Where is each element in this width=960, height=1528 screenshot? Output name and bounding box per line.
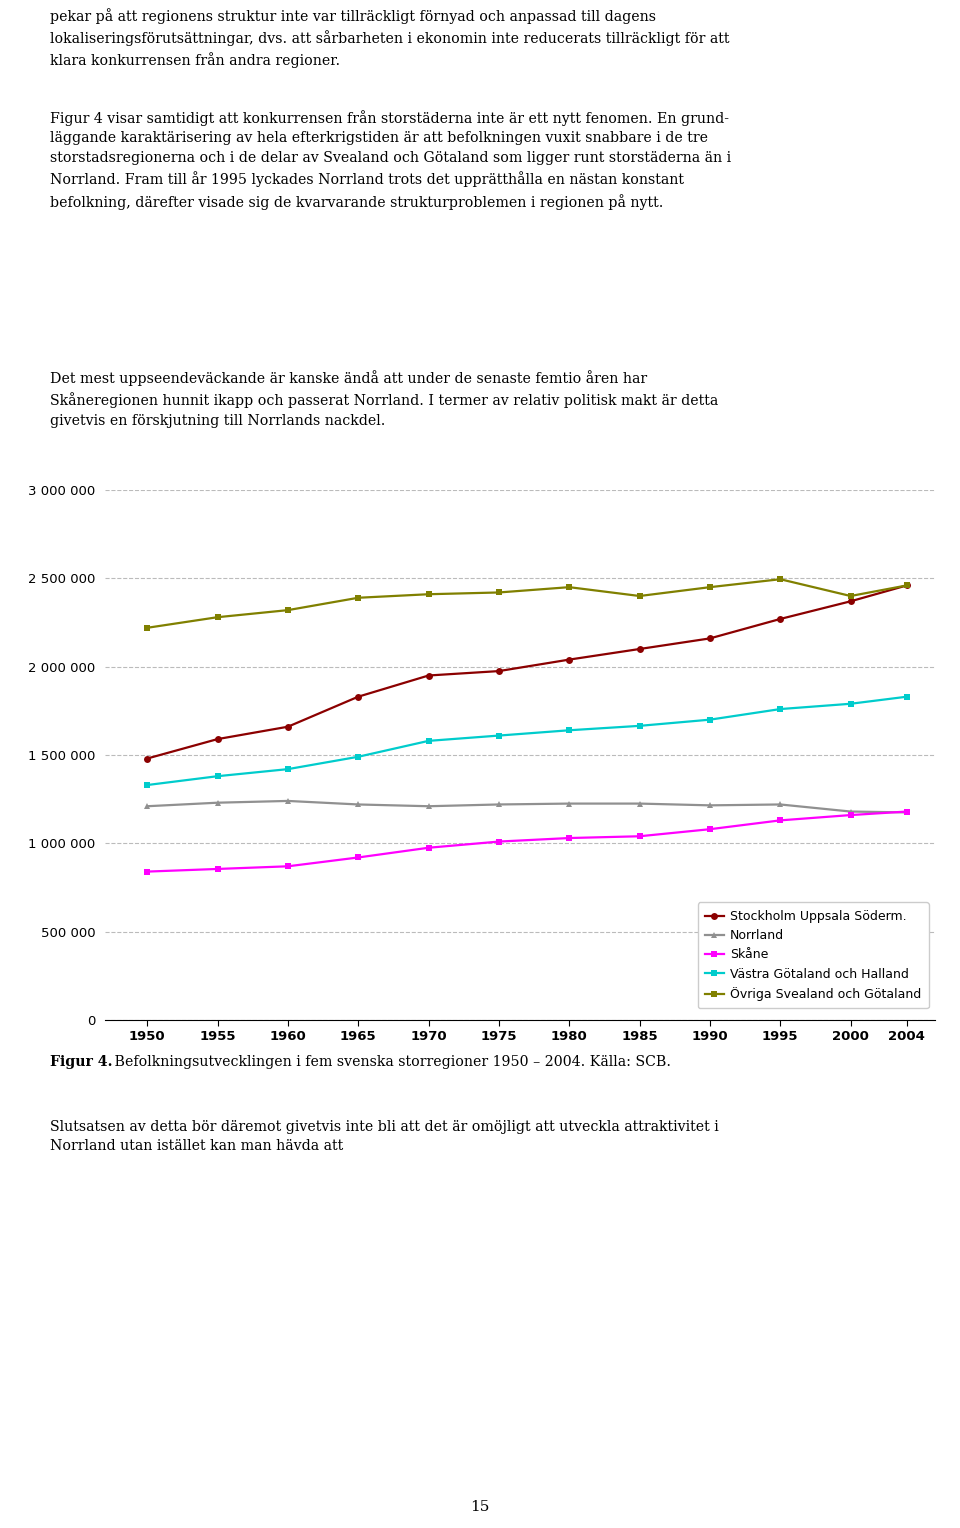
Legend: Stockholm Uppsala Söderm., Norrland, Skåne, Västra Götaland och Halland, Övriga : Stockholm Uppsala Söderm., Norrland, Skå… <box>698 903 928 1008</box>
Text: 15: 15 <box>470 1500 490 1514</box>
Text: Det mest uppseendeväckande är kanske ändå att under de senaste femtio åren har
S: Det mest uppseendeväckande är kanske änd… <box>50 370 718 428</box>
Text: pekar på att regionens struktur inte var tillräckligt förnyad och anpassad till : pekar på att regionens struktur inte var… <box>50 8 730 69</box>
Text: Figur 4 visar samtidigt att konkurrensen från storstäderna inte är ett nytt feno: Figur 4 visar samtidigt att konkurrensen… <box>50 110 732 209</box>
Text: Figur 4.: Figur 4. <box>50 1054 112 1070</box>
Text: Slutsatsen av detta bör däremot givetvis inte bli att det är omöjligt att utveck: Slutsatsen av detta bör däremot givetvis… <box>50 1120 719 1154</box>
Text: Befolkningsutvecklingen i fem svenska storregioner 1950 – 2004. Källa: SCB.: Befolkningsutvecklingen i fem svenska st… <box>109 1054 670 1070</box>
